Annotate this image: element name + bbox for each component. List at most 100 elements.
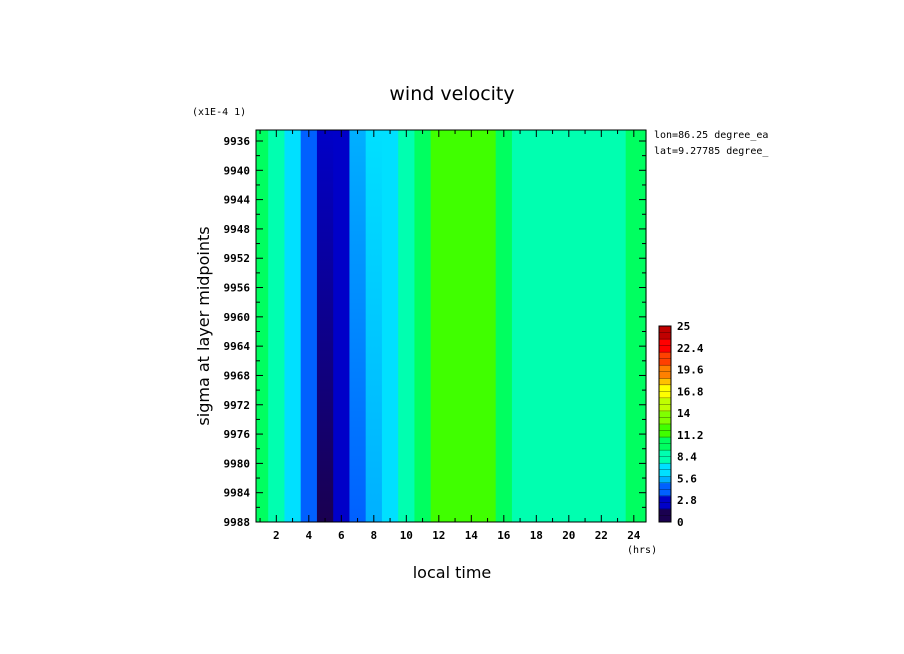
heatmap-cell bbox=[544, 130, 562, 522]
colorbar-swatch bbox=[659, 339, 671, 346]
y-tick-label: 9956 bbox=[224, 282, 251, 295]
x-axis-ticks: 2 4 6 8 10 12 14 16 18 20 22 24 bbox=[259, 130, 641, 542]
heatmap-cell bbox=[333, 130, 351, 522]
heatmap-field bbox=[256, 130, 647, 522]
heatmap-cell bbox=[268, 130, 286, 522]
colorbar-swatch bbox=[659, 456, 671, 464]
colorbar-swatch bbox=[659, 489, 671, 497]
colorbar-swatch bbox=[659, 371, 671, 379]
colorbar-swatch bbox=[659, 476, 671, 484]
colorbar-swatch bbox=[659, 384, 671, 392]
colorbar-swatch bbox=[659, 443, 671, 451]
x-tick-label: 20 bbox=[562, 529, 575, 542]
colorbar-swatch bbox=[659, 437, 671, 444]
colorbar-tick-label: 19.6 bbox=[677, 364, 704, 377]
x-tick-label: 2 bbox=[273, 529, 280, 542]
colorbar-swatch bbox=[659, 397, 671, 405]
colorbar-swatch bbox=[659, 430, 671, 438]
colorbar-swatch bbox=[659, 495, 671, 503]
x-axis-label: local time bbox=[413, 563, 492, 582]
x-tick-label: 6 bbox=[338, 529, 345, 542]
colorbar-swatch bbox=[659, 502, 671, 510]
y-tick-label: 9960 bbox=[224, 311, 251, 324]
colorbar-swatch bbox=[659, 378, 671, 386]
heatmap-cell bbox=[495, 130, 513, 522]
colorbar-tick-label: 25 bbox=[677, 320, 690, 333]
y-tick-label: 9936 bbox=[224, 135, 251, 148]
x-tick-label: 14 bbox=[465, 529, 479, 542]
colorbar-tick-label: 5.6 bbox=[677, 472, 697, 485]
x-units-label: (hrs) bbox=[627, 545, 657, 556]
y-axis-label: sigma at layer midpoints bbox=[194, 226, 213, 425]
colorbar: 0 2.8 5.6 8.4 11.2 14 16.8 19.6 22.4 25 bbox=[658, 320, 704, 529]
colorbar-swatch bbox=[659, 358, 671, 366]
colorbar-swatch bbox=[659, 410, 671, 418]
heatmap-cell bbox=[300, 130, 318, 522]
colorbar-tick-label: 16.8 bbox=[677, 385, 704, 398]
colorbar-swatch bbox=[659, 326, 671, 333]
colorbar-tick-label: 2.8 bbox=[677, 494, 697, 507]
x-tick-label: 24 bbox=[627, 529, 641, 542]
y-axis-ticks: 9936 9940 9944 9948 9952 9956 9960 9964 9968 9972… bbox=[224, 135, 646, 529]
colorbar-swatch bbox=[659, 508, 671, 516]
y-tick-label: 9940 bbox=[224, 164, 251, 177]
heatmap-cell bbox=[316, 130, 334, 522]
heatmap-cell bbox=[511, 130, 529, 522]
heatmap-cell bbox=[430, 130, 448, 522]
y-tick-label: 9964 bbox=[224, 340, 251, 353]
colorbar-swatch bbox=[659, 482, 671, 490]
y-tick-label: 9976 bbox=[224, 428, 251, 441]
colorbar-tick-label: 8.4 bbox=[677, 451, 697, 464]
heatmap-cell bbox=[593, 130, 611, 522]
x-tick-label: 10 bbox=[400, 529, 413, 542]
heatmap-cell bbox=[398, 130, 416, 522]
plot-frame bbox=[255, 129, 647, 523]
heatmap-cell bbox=[446, 130, 464, 522]
heatmap-cell bbox=[576, 130, 594, 522]
heatmap-cell bbox=[609, 130, 627, 522]
colorbar-tick-label: 0 bbox=[677, 516, 684, 529]
heatmap-cell bbox=[528, 130, 546, 522]
heatmap-cell bbox=[625, 130, 647, 522]
x-tick-label: 8 bbox=[371, 529, 378, 542]
x-tick-label: 12 bbox=[432, 529, 445, 542]
heatmap-cell bbox=[414, 130, 432, 522]
x-tick-label: 16 bbox=[497, 529, 511, 542]
y-tick-label: 9952 bbox=[224, 252, 251, 265]
heatmap-cell bbox=[284, 130, 302, 522]
y-tick-label: 9988 bbox=[224, 516, 251, 529]
colorbar-swatch bbox=[659, 391, 671, 399]
colorbar-swatch bbox=[659, 404, 671, 412]
y-tick-label: 9948 bbox=[224, 223, 251, 236]
x-tick-label: 22 bbox=[595, 529, 608, 542]
colorbar-swatch bbox=[659, 365, 671, 373]
chart-title: wind velocity bbox=[389, 83, 514, 105]
heatmap-cell bbox=[365, 130, 383, 522]
colorbar-tick-label: 14 bbox=[677, 407, 691, 420]
y-scale-label: (x1E-4 1) bbox=[192, 107, 246, 118]
lat-annotation: lat=9.27785 degree_ bbox=[654, 146, 769, 157]
heatmap-cell bbox=[349, 130, 367, 522]
heatmap-cell bbox=[381, 130, 399, 522]
colorbar-swatch bbox=[659, 450, 671, 458]
y-tick-label: 9972 bbox=[224, 399, 251, 412]
heatmap-cell bbox=[463, 130, 481, 522]
colorbar-tick-label: 11.2 bbox=[677, 429, 704, 442]
colorbar-swatch bbox=[659, 345, 671, 353]
colorbar-swatch bbox=[659, 469, 671, 477]
x-tick-label: 4 bbox=[306, 529, 313, 542]
heatmap-cell bbox=[479, 130, 497, 522]
y-tick-label: 9980 bbox=[224, 457, 251, 470]
lon-annotation: lon=86.25 degree_ea bbox=[654, 130, 768, 141]
colorbar-frame bbox=[658, 325, 672, 523]
x-tick-label: 18 bbox=[530, 529, 543, 542]
colorbar-swatch bbox=[659, 352, 671, 360]
colorbar-swatch bbox=[659, 424, 671, 431]
colorbar-swatch bbox=[659, 515, 671, 523]
colorbar-tick-label: 22.4 bbox=[677, 342, 704, 355]
colorbar-swatch bbox=[659, 463, 671, 471]
heatmap-cell bbox=[256, 130, 269, 522]
y-tick-label: 9984 bbox=[224, 487, 251, 500]
y-tick-label: 9944 bbox=[224, 194, 251, 207]
